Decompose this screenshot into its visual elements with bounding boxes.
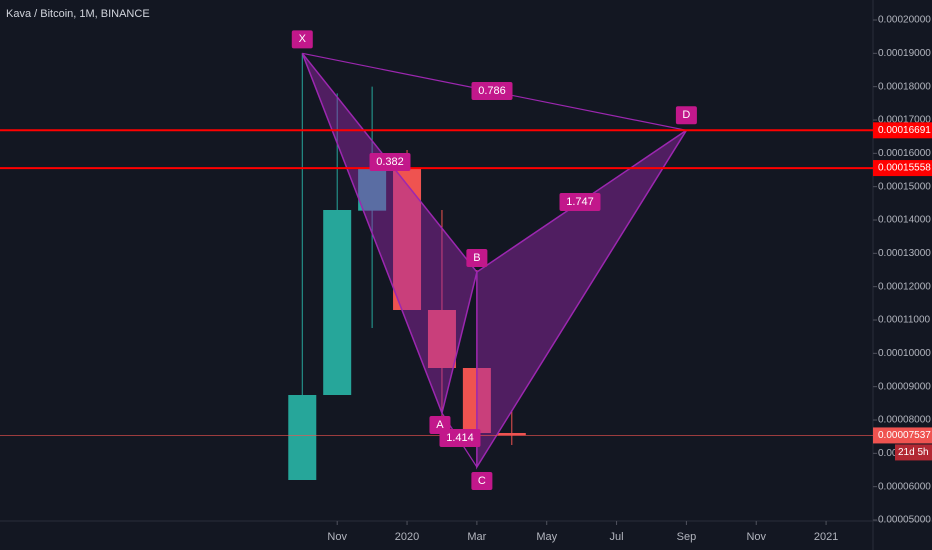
point-label-box	[466, 249, 488, 267]
y-tick-label: 0.00010000	[878, 348, 931, 359]
y-tick-label: 0.00018000	[878, 81, 931, 92]
level-tag	[873, 160, 932, 177]
point-label: D	[682, 109, 690, 121]
candle-body	[427, 310, 456, 368]
level-label: 0.00015558	[878, 163, 931, 174]
y-tick-label: 0.00019000	[878, 48, 931, 59]
ratio-label: 0.382	[376, 156, 404, 168]
point-label-box	[675, 106, 697, 125]
x-tick-label: Mar	[467, 531, 486, 543]
point-label: C	[478, 475, 486, 487]
candle-body	[288, 395, 317, 480]
x-tick-label: 2021	[814, 531, 838, 543]
x-tick-label: Nov	[327, 531, 347, 543]
ratio-label-box	[471, 82, 513, 100]
ratio-label: 1.747	[566, 196, 594, 208]
point-label: X	[299, 33, 307, 45]
x-tick-label: Nov	[746, 531, 766, 543]
y-tick-label: 0.00014000	[878, 215, 931, 226]
y-tick-label: 0.00008000	[878, 415, 931, 426]
level-label: 0.00016691	[878, 125, 931, 136]
last-price-label: 0.00007537	[878, 430, 931, 441]
point-label-box	[291, 30, 313, 49]
countdown-tag	[895, 444, 932, 461]
y-tick-label: 0.00013000	[878, 248, 931, 259]
candle-body	[393, 168, 422, 310]
point-label: A	[436, 419, 444, 431]
candle-body	[497, 433, 526, 436]
countdown-label: 21d 5h	[898, 447, 929, 458]
y-tick-label: 0.00015000	[878, 181, 931, 192]
y-tick-label: 0.00006000	[878, 481, 931, 492]
ratio-label-box	[439, 429, 481, 447]
x-tick-label: May	[536, 531, 557, 543]
chart-title: Kava / Bitcoin, 1M, BINANCE	[6, 8, 150, 20]
y-tick-label: 0.00009000	[878, 381, 931, 392]
y-tick-label: 0.00016000	[878, 148, 931, 159]
ratio-label-box	[559, 193, 601, 211]
ratio-label: 1.414	[446, 432, 474, 444]
x-tick-label: 2020	[395, 531, 419, 543]
candle-body	[358, 168, 387, 211]
point-label-box	[471, 472, 493, 490]
candle-body	[323, 210, 352, 395]
y-tick-label: 0.00011000	[878, 315, 931, 326]
y-tick-label: 0.00005000	[878, 515, 931, 526]
y-tick-label: 0.00017000	[878, 115, 931, 126]
x-tick-label: Sep	[677, 531, 697, 543]
x-tick-label: Jul	[610, 531, 624, 543]
y-tick-label: 0.00020000	[878, 15, 931, 26]
last-price-tag	[873, 427, 932, 444]
ratio-label-box	[369, 153, 411, 171]
point-label: B	[473, 252, 480, 264]
y-tick-label: 0.00012000	[878, 281, 931, 292]
level-tag	[873, 122, 932, 139]
ratio-label: 0.786	[478, 85, 506, 97]
